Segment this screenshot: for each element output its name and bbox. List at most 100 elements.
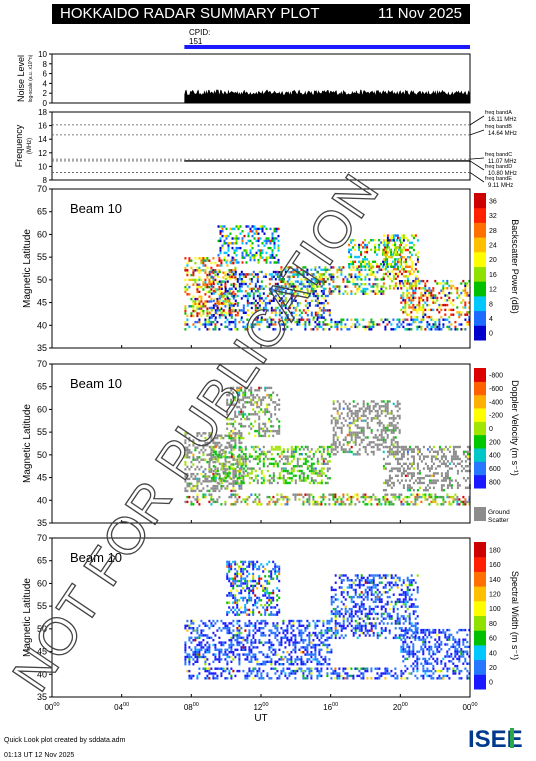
velocity-cell <box>398 462 401 465</box>
velocity-cell <box>432 472 435 475</box>
velocity-cell <box>236 500 239 504</box>
velocity-cell <box>350 431 353 434</box>
velocity-cell <box>188 477 191 481</box>
velocity-cell <box>242 460 245 464</box>
velocity-cell <box>194 475 197 478</box>
velocity-cell <box>378 405 381 408</box>
power-cell <box>446 282 449 285</box>
velocity-cell <box>232 503 235 506</box>
power-cell <box>386 248 389 251</box>
width-cell <box>298 648 301 651</box>
power-cell <box>344 285 347 288</box>
power-cell <box>432 325 435 329</box>
velocity-cell <box>388 417 391 420</box>
velocity-cell <box>460 465 463 468</box>
velocity-cell <box>266 479 269 482</box>
velocity-cell <box>384 489 387 492</box>
velocity-cell <box>384 441 387 444</box>
power-cell <box>348 275 351 279</box>
width-cell <box>290 655 293 659</box>
width-cell <box>268 655 271 659</box>
velocity-cell <box>274 429 277 433</box>
width-cell <box>322 624 325 627</box>
power-cell <box>230 316 233 319</box>
power-cell <box>406 323 409 326</box>
power-cell <box>394 328 397 331</box>
velocity-cell <box>326 445 329 449</box>
width-cell <box>384 672 387 675</box>
width-cell <box>336 672 339 675</box>
width-cell <box>374 677 377 680</box>
power-cell <box>282 302 285 305</box>
velocity-cell <box>376 503 379 506</box>
power-colorbar-segment <box>474 207 486 223</box>
power-cell <box>230 304 233 307</box>
power-cell <box>394 265 397 268</box>
velocity-cell <box>240 398 243 402</box>
power-colorbar-title-group: Backscatter Power (dB) <box>510 219 520 314</box>
power-cell <box>402 268 405 271</box>
velocity-cell <box>216 455 219 458</box>
velocity-cell <box>268 479 271 482</box>
frequency-panel-frame <box>51 111 471 181</box>
velocity-cell <box>396 448 399 451</box>
power-cell <box>422 306 425 309</box>
width-cell <box>224 622 227 625</box>
width-cell <box>246 674 249 678</box>
velocity-cell <box>398 407 401 410</box>
velocity-cell <box>338 503 341 506</box>
power-cell <box>241 239 244 243</box>
width-cell <box>292 641 295 644</box>
power-cell <box>384 287 387 290</box>
power-cell <box>228 304 231 307</box>
velocity-cell <box>334 495 337 499</box>
power-cell <box>346 285 349 288</box>
power-cell <box>234 278 237 281</box>
power-cell <box>304 266 307 269</box>
velocity-cell <box>430 493 433 496</box>
velocity-cell <box>196 495 199 499</box>
power-cell <box>466 311 469 314</box>
velocity-cell <box>210 457 213 461</box>
width-cell <box>206 674 209 678</box>
velocity-cell <box>362 495 365 499</box>
velocity-cell <box>244 462 247 465</box>
power-cell <box>462 299 465 302</box>
velocity-cell <box>210 445 213 449</box>
power-cell <box>360 290 363 293</box>
noise-ylabel: Noise Level <box>16 55 26 102</box>
power-cell <box>372 239 375 242</box>
velocity-cell <box>200 472 203 476</box>
power-cell <box>212 314 215 317</box>
velocity-cell <box>240 500 243 504</box>
velocity-cell <box>230 439 233 442</box>
power-cell <box>370 248 373 251</box>
power-cell <box>402 318 405 321</box>
velocity-cell <box>262 481 265 485</box>
power-cell <box>234 269 237 272</box>
velocity-cell <box>256 474 259 477</box>
width-cell <box>244 624 247 627</box>
power-cell <box>424 284 427 288</box>
power-cell <box>394 248 397 252</box>
width-cell <box>288 622 291 625</box>
velocity-cell <box>288 462 291 465</box>
power-cell <box>204 259 207 262</box>
power-cell <box>294 320 297 324</box>
velocity-cell <box>212 489 215 493</box>
velocity-cell <box>232 467 235 470</box>
velocity-cell <box>238 472 241 475</box>
velocity-cell <box>372 407 375 410</box>
velocity-cell <box>240 425 243 428</box>
width-cell <box>236 622 239 625</box>
power-cell <box>236 304 239 307</box>
width-cell <box>226 648 229 651</box>
velocity-cell <box>336 450 339 454</box>
power-cell <box>273 239 276 243</box>
velocity-cell <box>372 445 375 449</box>
power-cell <box>255 254 258 257</box>
power-cell <box>257 244 260 247</box>
power-cell <box>268 292 271 295</box>
width-cell <box>206 651 209 654</box>
velocity-cell <box>418 477 421 480</box>
